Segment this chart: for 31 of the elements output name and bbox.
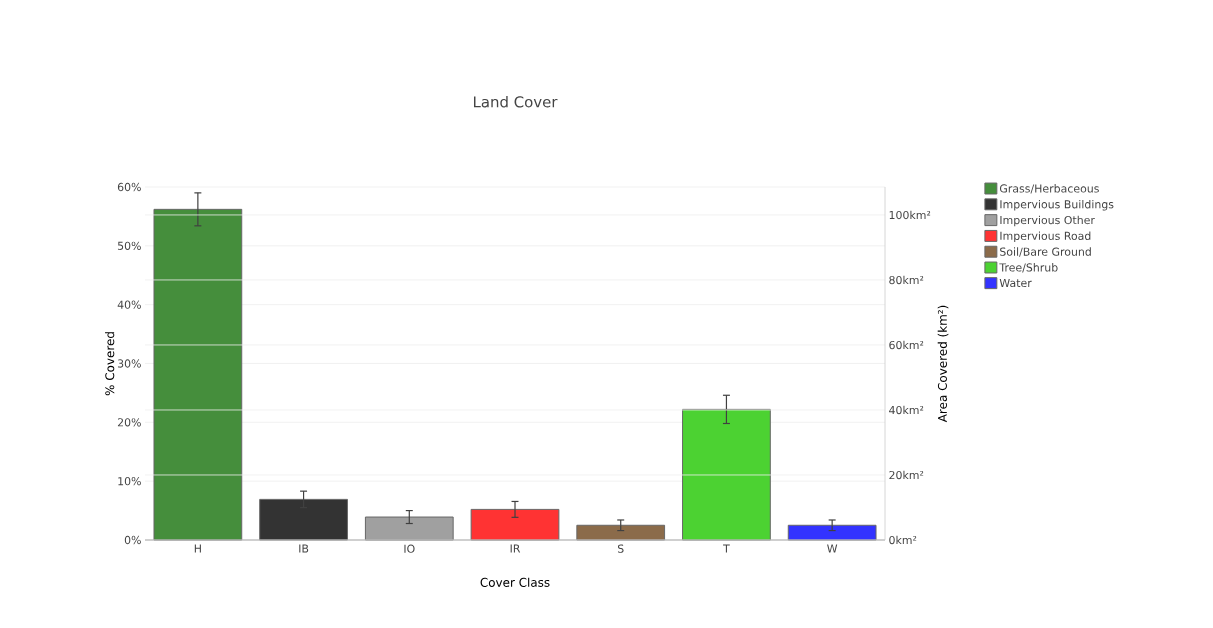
- x-tick-label: IB: [299, 544, 309, 553]
- chart-title: Land Cover: [474, 95, 558, 108]
- y-tick-label: 60%: [117, 182, 141, 192]
- y2-tick-label: 40km²: [889, 405, 924, 415]
- y2-axis-title: Area Covered (km²): [937, 305, 949, 423]
- legend-label: Grass/Herbaceous: [999, 184, 1099, 194]
- legend-label: Tree/Shrub: [999, 263, 1058, 273]
- legend-label: Impervious Road: [1000, 231, 1091, 243]
- y2-tick-label: 0km²: [889, 535, 917, 545]
- legend-label: Soil/Bare Ground: [1000, 247, 1091, 257]
- legend-label: Impervious Buildings: [1000, 199, 1114, 211]
- y-tick-label: 50%: [117, 241, 141, 250]
- legend-label: Impervious Other: [1000, 215, 1095, 227]
- y-tick-label: 10%: [118, 477, 141, 486]
- y2-tick-label: 100km²: [889, 210, 931, 220]
- x-tick-label: IR: [510, 544, 521, 553]
- x-tick-label: T: [723, 544, 730, 553]
- x-axis-title: Cover Class: [480, 577, 550, 587]
- y-tick-label: 40%: [117, 300, 141, 309]
- y-tick-label: 0%: [124, 535, 141, 545]
- x-tick-label: S: [617, 544, 624, 553]
- x-tick-label: W: [827, 544, 838, 553]
- y-tick-label: 30%: [117, 359, 141, 368]
- y2-tick-label: 20km²: [889, 470, 924, 480]
- x-tick-label: IO: [404, 544, 415, 553]
- y-tick-label: 20%: [117, 418, 141, 427]
- legend-label: Water: [999, 278, 1032, 288]
- y2-tick-label: 80km²: [889, 275, 924, 285]
- y2-tick-label: 60km²: [889, 340, 924, 350]
- x-tick-label: H: [194, 544, 201, 553]
- y-axis-title: % Covered: [105, 332, 115, 396]
